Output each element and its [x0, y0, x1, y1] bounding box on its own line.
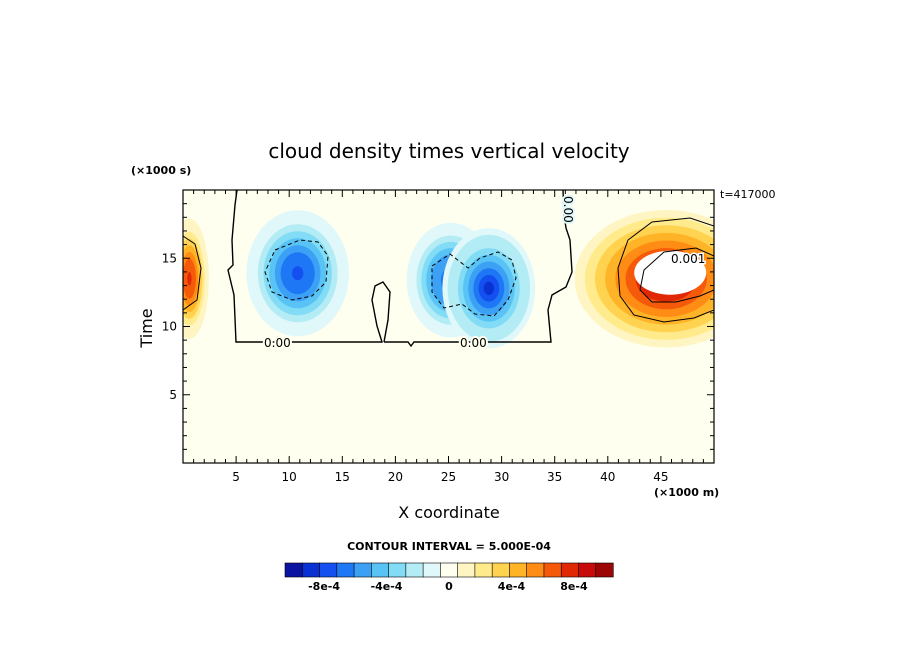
- axis-ticks: [182, 189, 715, 464]
- colorbar-swatch: [543, 562, 562, 578]
- colorbar-swatch: [526, 562, 545, 578]
- zero-contour-left: [227, 190, 391, 343]
- colorbar-labels: -8e-4 -4e-4 0 4e-4 8e-4: [308, 580, 588, 593]
- contour-label-zero-vertical: 0.00: [561, 196, 575, 223]
- positive-contour-right-inner: [639, 247, 714, 303]
- y-axis-label: Time: [137, 308, 156, 348]
- negative-contour-left: [264, 239, 329, 301]
- contour-lines: [183, 190, 714, 348]
- colorbar-swatch: [578, 562, 597, 578]
- colorbar-swatch: [560, 562, 580, 578]
- x-tick-label: 25: [441, 470, 456, 484]
- colorbar-swatch: [388, 562, 407, 578]
- colorbar-swatch: [301, 562, 321, 578]
- colorbar-swatch: [371, 562, 390, 578]
- colorbar-swatch: [336, 562, 355, 578]
- zero-contour-right: [384, 190, 573, 348]
- contour-label-zero-center: 0.00: [460, 336, 487, 350]
- x-tick-label: 30: [494, 470, 509, 484]
- chart-title: cloud density times vertical velocity: [268, 139, 629, 163]
- y-multiplier-label: (×1000 s): [131, 164, 191, 177]
- colorbar-swatch: [284, 562, 303, 578]
- y-tick-label: 5: [169, 388, 177, 402]
- x-tick-label: 10: [282, 470, 297, 484]
- x-tick-label: 20: [388, 470, 403, 484]
- saturated-core: [634, 250, 707, 295]
- contour-label-zero-left: 0.00: [264, 336, 291, 350]
- colorbar-swatch: [474, 562, 493, 578]
- time-stamp-label: t=417000: [720, 188, 776, 201]
- colorbar-swatch: [509, 562, 528, 578]
- x-tick-label: 40: [600, 470, 615, 484]
- colorbar-swatch: [405, 562, 424, 578]
- colour-field: [183, 209, 714, 349]
- colorbar-swatch: [457, 562, 476, 578]
- x-tick-label: 45: [653, 470, 668, 484]
- colorbar-swatch: [319, 562, 338, 578]
- colorbar-swatch: [440, 562, 459, 578]
- field-band-negative: [483, 281, 495, 295]
- x-tick-label: 15: [335, 470, 350, 484]
- x-axis-label: X coordinate: [398, 503, 499, 522]
- tick-labels: 5 10 15 20 25 30 35 40 45 5 10 15: [162, 251, 669, 484]
- x-multiplier-label: (×1000 m): [654, 486, 719, 499]
- y-tick-label: 15: [162, 251, 177, 265]
- colorbar: [284, 562, 614, 578]
- x-tick-label: 35: [547, 470, 562, 484]
- field-band-positive: [187, 272, 192, 286]
- colorbar-swatch: [353, 562, 372, 578]
- colorbar-swatch: [491, 562, 511, 578]
- positive-contour-right: [617, 217, 714, 323]
- colorbar-tick-label: 8e-4: [560, 580, 588, 593]
- positive-contour-left: [183, 235, 202, 311]
- colorbar-swatch: [595, 562, 614, 578]
- y-tick-label: 10: [162, 320, 177, 334]
- colorbar-swatch: [422, 562, 441, 578]
- x-tick-label: 5: [232, 470, 240, 484]
- colorbar-tick-label: 0: [445, 580, 453, 593]
- contour-label-positive: 0.001: [671, 252, 705, 266]
- field-band-negative: [291, 266, 304, 281]
- contour-interval-label: CONTOUR INTERVAL = 5.000E-04: [347, 540, 551, 553]
- colorbar-tick-label: -4e-4: [371, 580, 403, 593]
- colorbar-tick-label: -8e-4: [308, 580, 340, 593]
- colorbar-tick-label: 4e-4: [498, 580, 526, 593]
